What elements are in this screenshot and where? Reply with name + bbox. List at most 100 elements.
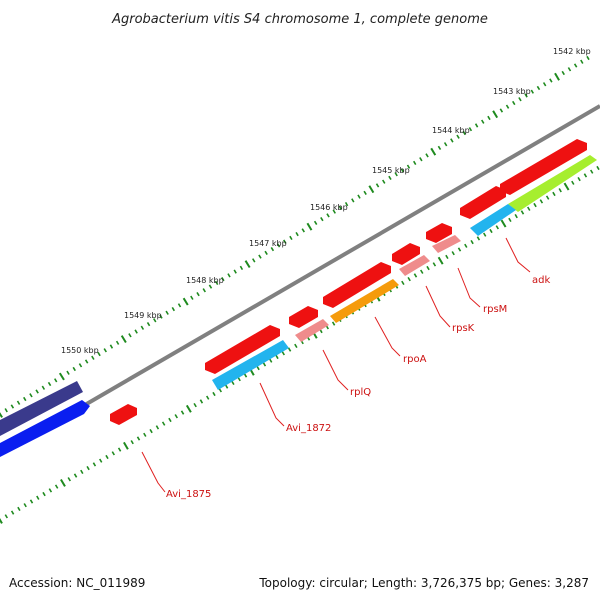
outer-tick — [344, 202, 349, 207]
gene-block-adk-rna[interactable] — [470, 204, 516, 236]
outer-tick — [338, 205, 343, 211]
gene-block-navy[interactable] — [0, 381, 83, 436]
inner-tick — [470, 239, 474, 245]
feature-track — [0, 139, 597, 457]
inner-tick — [105, 454, 109, 460]
leader-avi1875 — [141, 451, 166, 493]
outer-tick — [351, 198, 355, 203]
gene-block-rplQ-cds[interactable] — [323, 262, 391, 308]
outer-tick — [159, 314, 163, 319]
outer-tick — [499, 108, 504, 113]
gene-label-adk[interactable]: adk — [532, 275, 550, 286]
outer-tick — [54, 378, 58, 383]
inner-tick — [111, 451, 115, 456]
inner-tick — [426, 265, 430, 271]
gene-block-avi1872-cds[interactable] — [205, 325, 280, 374]
gene-label-avi1872[interactable]: Avi_1872 — [286, 423, 331, 434]
outer-tick — [91, 355, 95, 360]
inner-tick — [92, 462, 97, 467]
gene-block-avi1875[interactable] — [110, 404, 137, 425]
gene-block-blue[interactable] — [0, 400, 90, 457]
outer-tick — [41, 385, 46, 390]
outer-tick — [171, 306, 175, 312]
inner-tick — [86, 465, 90, 471]
gene-label-rpsM[interactable]: rpsM — [483, 304, 507, 315]
inner-tick — [168, 417, 172, 423]
outer-tick — [505, 104, 510, 109]
gene-block-rpsK[interactable] — [399, 255, 430, 276]
gene-label-rpoA[interactable]: rpoA — [403, 354, 427, 365]
inner-tick — [17, 506, 21, 512]
inner-tick — [407, 276, 411, 282]
gene-label-rplQ[interactable]: rplQ — [350, 387, 371, 398]
leader-rplQ — [322, 349, 349, 391]
outer-tick — [146, 321, 151, 327]
gene-block-rpoA-cds[interactable] — [392, 243, 420, 265]
gene-block-adk[interactable] — [508, 155, 597, 212]
outer-tick — [244, 260, 251, 269]
outer-tick — [227, 273, 231, 278]
inner-tick — [445, 254, 449, 260]
inner-tick — [520, 210, 525, 215]
inner-tick — [514, 214, 518, 219]
outer-tick — [4, 408, 8, 413]
inner-tick — [495, 225, 499, 230]
outer-tick — [78, 363, 83, 368]
map-title: Agrobacterium vitis S4 chromosome 1, com… — [111, 12, 488, 27]
gene-block-rpsM-cds[interactable] — [460, 186, 506, 219]
inner-tick — [212, 391, 216, 397]
scale-label-1547: 1547 kbp — [249, 239, 287, 248]
inner-tick — [80, 469, 84, 474]
inner-tick — [199, 399, 204, 404]
inner-tick — [571, 180, 575, 185]
gene-block-rpoA[interactable] — [330, 279, 399, 323]
scale-label-1542: 1542 kbp — [553, 47, 591, 56]
gene-block-avi1872[interactable] — [212, 340, 289, 390]
scale-label-1550: 1550 kbp — [61, 346, 99, 355]
inner-tick — [23, 503, 27, 508]
inner-tick — [256, 365, 260, 371]
inner-tick — [401, 280, 405, 286]
inner-tick — [10, 510, 15, 515]
outer-tick — [134, 329, 138, 334]
outer-tick — [103, 348, 107, 353]
outer-tick — [301, 228, 305, 233]
inner-tick — [243, 373, 248, 378]
leader-adk — [505, 237, 531, 273]
outer-tick — [221, 276, 225, 282]
genome-summary-text: Topology: circular; Length: 3,726,375 bp… — [258, 576, 589, 590]
inner-tick — [237, 377, 241, 382]
inner-tick — [29, 499, 34, 504]
scale-label-1543: 1543 kbp — [493, 87, 531, 96]
outer-tick — [84, 359, 89, 364]
outer-tick — [474, 123, 479, 128]
gene-block-rplQ[interactable] — [295, 319, 329, 342]
inner-tick — [0, 518, 3, 524]
outer-tick — [190, 295, 194, 300]
outer-tick — [400, 168, 405, 173]
outer-tick — [425, 153, 429, 158]
gene-block-rpsM[interactable] — [432, 235, 461, 253]
gene-label-avi1875[interactable]: Avi_1875 — [166, 489, 211, 500]
gene-label-rpsK[interactable]: rpsK — [452, 323, 475, 334]
inner-tick — [545, 195, 550, 200]
inner-tick — [558, 188, 562, 193]
inner-tick — [489, 228, 493, 234]
inner-tick — [73, 473, 78, 478]
inner-tick — [500, 219, 507, 228]
gene-block-adk-cds[interactable] — [500, 139, 587, 195]
gene-block-rplQ-pair[interactable] — [289, 306, 318, 328]
outer-tick — [10, 404, 15, 409]
inner-tick — [413, 273, 418, 278]
outer-tick — [524, 93, 528, 98]
outer-tick — [128, 333, 132, 338]
outer-tick — [252, 258, 256, 263]
inner-tick — [117, 447, 122, 452]
inner-tick — [262, 362, 267, 367]
leader-rpoA — [374, 316, 401, 357]
outer-tick — [542, 82, 547, 87]
outer-tick-track — [0, 55, 590, 418]
outer-tick — [481, 119, 485, 124]
gene-block-rpsK-cds[interactable] — [426, 223, 452, 243]
outer-tick — [567, 67, 572, 72]
